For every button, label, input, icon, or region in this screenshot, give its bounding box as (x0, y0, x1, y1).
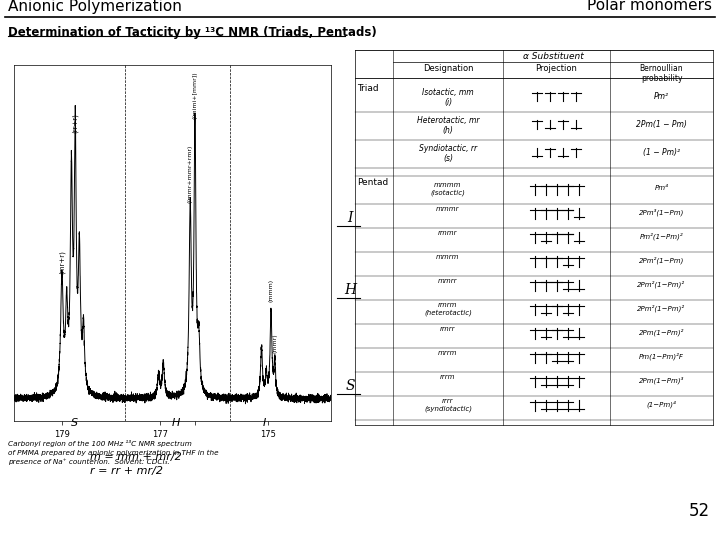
Text: H: H (344, 283, 356, 297)
Text: Pm(1−Pm)²F: Pm(1−Pm)²F (639, 353, 684, 361)
Text: r = rr + mr/2: r = rr + mr/2 (90, 466, 163, 476)
Text: (/mimi+[mmr]): (/mimi+[mmr]) (192, 71, 197, 119)
Text: Isotactic, mm
(i): Isotactic, mm (i) (422, 88, 474, 107)
Text: S: S (346, 379, 355, 393)
Text: 2Pm(1 − Pm): 2Pm(1 − Pm) (636, 120, 687, 129)
Text: (rr+r): (rr+r) (72, 113, 78, 133)
Text: mmmr: mmmr (436, 206, 460, 212)
Text: 2Pm²(1−Pm)²: 2Pm²(1−Pm)² (637, 305, 685, 313)
Text: Bernoullian
probability: Bernoullian probability (639, 64, 683, 83)
Text: Determination of Tacticity by ¹³C NMR (Triads, Pentads): Determination of Tacticity by ¹³C NMR (T… (8, 26, 377, 39)
Text: Pm²(1−Pm)²: Pm²(1−Pm)² (639, 233, 683, 240)
Text: 2Pm(1−Pm)³: 2Pm(1−Pm)³ (639, 377, 684, 384)
Text: H: H (172, 418, 180, 428)
Text: I: I (347, 211, 353, 225)
Text: Anionic Polymerization: Anionic Polymerization (8, 0, 182, 14)
Text: mmrm: mmrm (436, 254, 460, 260)
Text: mrrm: mrrm (438, 350, 458, 356)
Text: rmrr: rmrr (440, 326, 456, 332)
Text: 2Pm²(1−Pm): 2Pm²(1−Pm) (639, 257, 684, 265)
Text: (1−Pm)⁴: (1−Pm)⁴ (647, 401, 676, 408)
Text: (/mmr+mmr+rmr): (/mmr+mmr+rmr) (188, 145, 193, 204)
Text: Pm⁴: Pm⁴ (654, 185, 668, 191)
Text: rmmr: rmmr (438, 230, 458, 236)
Text: Syndiotactic, rr
(s): Syndiotactic, rr (s) (419, 144, 477, 164)
Text: Designation: Designation (423, 64, 473, 73)
Text: 2Pm²(1−Pm)²: 2Pm²(1−Pm)² (637, 281, 685, 288)
Text: mmmm
(isotactic): mmmm (isotactic) (431, 182, 465, 195)
Text: 2Pm³(1−Pm): 2Pm³(1−Pm) (639, 209, 684, 217)
Text: (mr+r): (mr+r) (58, 250, 66, 274)
Text: 52: 52 (689, 502, 710, 520)
Text: I: I (263, 418, 266, 428)
Text: Projection: Projection (536, 64, 577, 73)
Text: α Substituent: α Substituent (523, 52, 583, 61)
Text: 2Pm(1−Pm)²: 2Pm(1−Pm)² (639, 329, 684, 336)
Text: m = mm + mr/2: m = mm + mr/2 (90, 452, 181, 462)
Text: Heterotactic, mr
(h): Heterotactic, mr (h) (417, 116, 480, 136)
Text: S: S (71, 418, 78, 428)
Text: Carbonyl region of the 100 MHz ¹³C NMR spectrum
of PMMA prepared by anionic poly: Carbonyl region of the 100 MHz ¹³C NMR s… (8, 440, 219, 465)
Text: Pentad: Pentad (357, 178, 388, 187)
Text: (mmm): (mmm) (269, 279, 274, 302)
Text: Polar monomers: Polar monomers (587, 0, 712, 14)
Text: (mmr): (mmr) (272, 334, 277, 353)
Text: mmrr: mmrr (438, 278, 458, 284)
Text: rmrm
(heterotactic): rmrm (heterotactic) (424, 302, 472, 316)
Text: Pm²: Pm² (654, 92, 669, 101)
Text: (1 − Pm)²: (1 − Pm)² (643, 148, 680, 157)
Text: Triad: Triad (357, 84, 379, 93)
Text: rrrm: rrrm (440, 374, 456, 380)
Text: rrrr
(syndiotactic): rrrr (syndiotactic) (424, 398, 472, 411)
